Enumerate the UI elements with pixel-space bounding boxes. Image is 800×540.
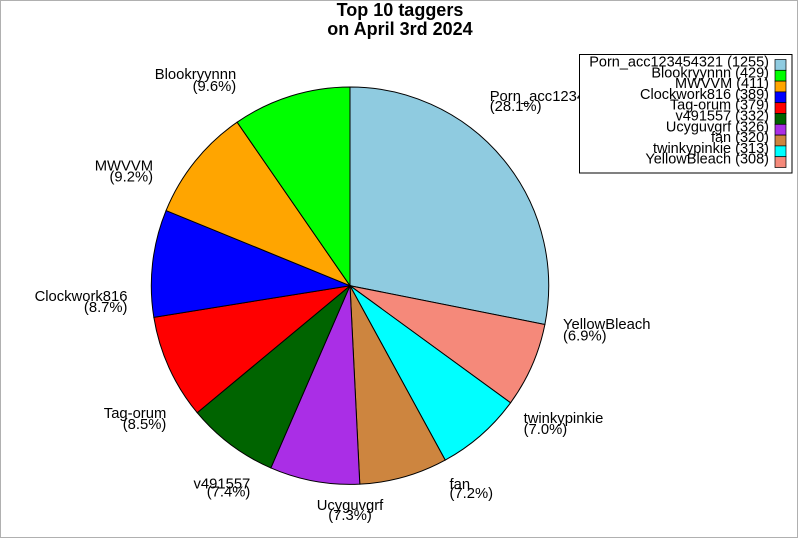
svg-text:(9.2%): (9.2%) (110, 169, 154, 185)
svg-text:(8.5%): (8.5%) (123, 417, 167, 433)
svg-text:(9.6%): (9.6%) (193, 79, 237, 95)
svg-text:(7.0%): (7.0%) (524, 422, 568, 438)
svg-text:YellowBleach (308): YellowBleach (308) (645, 152, 769, 168)
svg-text:(7.2%): (7.2%) (450, 486, 494, 502)
svg-text:(6.9%): (6.9%) (563, 328, 607, 344)
svg-text:(7.3%): (7.3%) (328, 508, 372, 524)
svg-text:(7.4%): (7.4%) (207, 485, 251, 501)
svg-text:(8.7%): (8.7%) (84, 300, 128, 316)
svg-text:(28.1%): (28.1%) (490, 99, 542, 115)
